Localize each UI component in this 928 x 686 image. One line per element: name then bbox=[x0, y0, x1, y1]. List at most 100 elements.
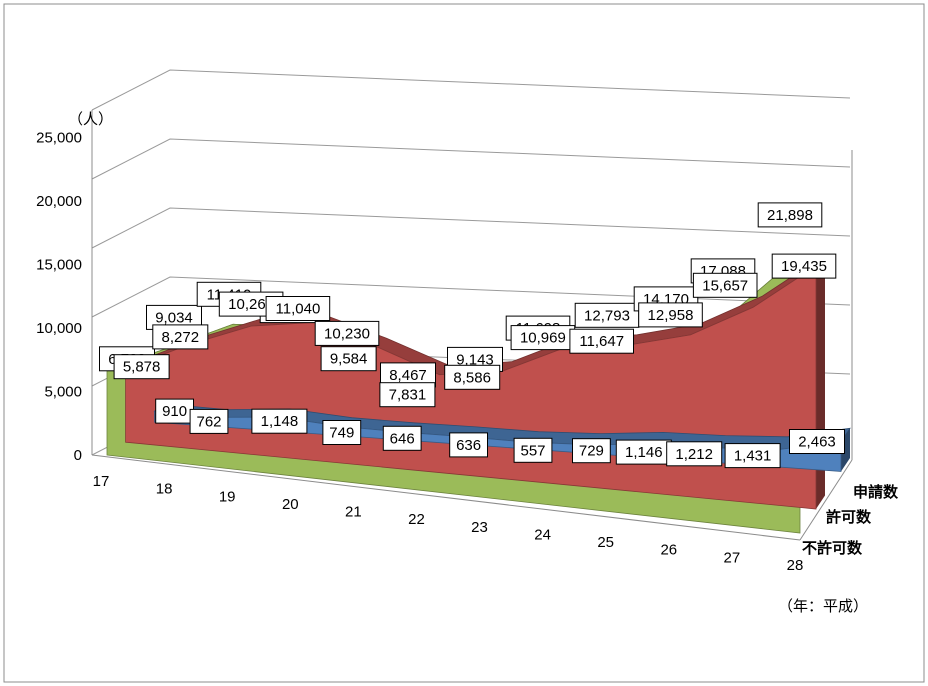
x-tick-label: 22 bbox=[408, 511, 425, 528]
data-label: 762 bbox=[189, 408, 229, 434]
x-tick-label: 18 bbox=[156, 481, 173, 498]
data-label: 10,969 bbox=[510, 325, 576, 351]
data-label-text: 10,262 bbox=[228, 296, 274, 313]
x-tick-label: 21 bbox=[345, 504, 362, 521]
data-label-text: 646 bbox=[390, 430, 415, 447]
x-tick-label: 23 bbox=[471, 519, 488, 536]
data-label-box bbox=[379, 382, 436, 408]
data-label-box bbox=[449, 432, 489, 458]
data-label-text: 19,435 bbox=[781, 258, 827, 275]
data-label-text: 1,431 bbox=[734, 448, 772, 465]
data-label-text: 8,586 bbox=[453, 369, 491, 386]
gridline bbox=[91, 69, 851, 111]
data-label-text: 762 bbox=[196, 413, 221, 430]
series-label: 申請数 bbox=[853, 483, 899, 501]
data-label-box bbox=[444, 364, 501, 390]
series-label: 許可数 bbox=[826, 508, 872, 526]
data-label-text: 7,831 bbox=[389, 387, 427, 404]
data-label-text: 9,584 bbox=[330, 351, 368, 368]
data-label-box bbox=[789, 429, 845, 454]
data-label-box bbox=[152, 324, 209, 350]
data-label-box bbox=[189, 408, 229, 434]
y-tick-label: 25,000 bbox=[36, 130, 82, 147]
data-label: 11,647 bbox=[569, 328, 635, 354]
y-axis-unit-label: （人） bbox=[68, 111, 113, 128]
x-tick-label: 17 bbox=[93, 473, 110, 490]
data-label-text: 11,040 bbox=[276, 301, 321, 318]
data-label-text: 15,657 bbox=[702, 277, 748, 294]
data-label-box bbox=[322, 420, 362, 445]
data-label-box bbox=[251, 408, 308, 434]
data-label: 5,878 bbox=[113, 354, 170, 380]
data-label-text: 557 bbox=[520, 442, 545, 459]
data-label: 749 bbox=[322, 420, 362, 445]
data-label-text: 8,467 bbox=[389, 367, 427, 384]
data-label: 2,463 bbox=[789, 429, 845, 454]
data-label: 21,898 bbox=[757, 202, 823, 228]
x-tick-label: 24 bbox=[534, 527, 551, 544]
y-tick-label: 15,000 bbox=[36, 257, 82, 274]
data-label: 8,272 bbox=[152, 324, 209, 350]
x-tick-label: 28 bbox=[787, 557, 804, 574]
data-label-box bbox=[320, 346, 377, 372]
data-label-text: 9,034 bbox=[155, 309, 193, 326]
data-label: 1,212 bbox=[666, 441, 723, 467]
data-label: 19,435 bbox=[771, 253, 837, 279]
data-label-text: 1,146 bbox=[625, 444, 663, 461]
data-label: 12,958 bbox=[638, 302, 703, 328]
data-label-text: 11,647 bbox=[579, 333, 624, 350]
data-label-box bbox=[382, 425, 422, 451]
data-label: 636 bbox=[449, 432, 489, 458]
data-label: 7,831 bbox=[379, 382, 436, 408]
data-label-text: 5,878 bbox=[123, 359, 161, 376]
y-tick-label: 20,000 bbox=[36, 193, 82, 210]
data-label-text: 2,463 bbox=[798, 434, 836, 451]
data-label-box bbox=[666, 441, 723, 467]
area-side-許可数 bbox=[816, 254, 825, 509]
y-tick-label: 0 bbox=[74, 447, 82, 464]
data-label: 729 bbox=[572, 438, 611, 464]
data-label: 12,793 bbox=[574, 302, 640, 328]
x-tick-label: 20 bbox=[282, 496, 299, 513]
gridline bbox=[91, 138, 851, 180]
data-label-text: 10,230 bbox=[324, 325, 370, 342]
data-label: 910 bbox=[155, 398, 194, 424]
y-tick-label: 10,000 bbox=[36, 320, 82, 337]
gridline bbox=[91, 276, 851, 318]
data-label-text: 749 bbox=[329, 425, 354, 442]
data-label: 8,586 bbox=[444, 364, 501, 390]
data-label: 1,431 bbox=[724, 443, 781, 469]
data-label-box bbox=[265, 296, 331, 321]
data-label: 1,146 bbox=[615, 439, 672, 465]
data-label-text: 12,793 bbox=[584, 307, 630, 324]
data-label-box bbox=[510, 325, 576, 351]
x-axis-line bbox=[91, 454, 801, 541]
x-axis-unit-label: （年：平成） bbox=[778, 598, 868, 615]
data-label: 1,148 bbox=[251, 408, 308, 434]
axes bbox=[91, 110, 853, 541]
data-label-box bbox=[569, 328, 635, 354]
y-tick-label: 5,000 bbox=[44, 384, 82, 401]
data-label-box bbox=[757, 202, 823, 228]
tick-labels: 0 5,000 10,000 15,000 20,000 25,000 17 18 19 20 21… bbox=[36, 130, 899, 575]
data-labels: 6,7889,03411,41011,78910,2308,4679,14311… bbox=[99, 202, 845, 469]
x-tick-label: 26 bbox=[660, 542, 677, 559]
x-tick-label: 19 bbox=[219, 488, 236, 505]
data-label-text: 21,898 bbox=[767, 207, 813, 224]
data-label: 10,230 bbox=[314, 320, 380, 346]
x-tick-label: 25 bbox=[597, 534, 614, 551]
data-label-box bbox=[572, 438, 611, 464]
data-label-text: 636 bbox=[456, 437, 481, 454]
data-label-box bbox=[724, 443, 781, 469]
data-label-box bbox=[113, 354, 170, 380]
data-label-text: 1,212 bbox=[675, 446, 713, 463]
data-label-text: 10,969 bbox=[520, 330, 566, 347]
data-label: 557 bbox=[513, 437, 553, 463]
data-label-text: 9,143 bbox=[456, 351, 494, 368]
data-label-box bbox=[692, 272, 758, 298]
data-label-text: 729 bbox=[579, 443, 604, 460]
data-label-text: 8,272 bbox=[162, 329, 200, 346]
data-label: 9,584 bbox=[320, 346, 377, 372]
